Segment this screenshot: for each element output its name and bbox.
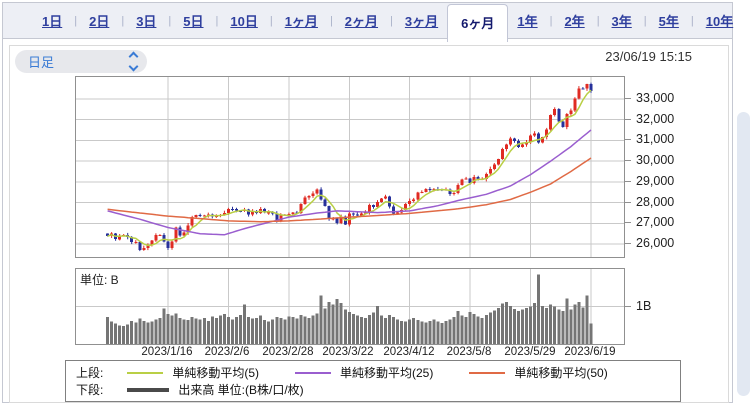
tab-separator: | xyxy=(168,14,172,27)
ma5-swatch xyxy=(127,371,164,374)
tab-3y[interactable]: 3年 xyxy=(611,14,632,29)
price-axis-label: 33,000 xyxy=(625,91,674,105)
tab-separator: | xyxy=(549,14,553,27)
tab-separator: | xyxy=(269,14,273,27)
legend-lower-label: 下段: xyxy=(76,383,104,397)
legend-volume-label: 出来高 単位:(B株/口/枚) xyxy=(178,383,304,397)
price-axis-label: 26,000 xyxy=(625,236,674,250)
select-updown-icon xyxy=(128,51,139,72)
tab-10d[interactable]: 10日 xyxy=(230,14,258,29)
date-axis-label: 2023/5/8 xyxy=(446,346,492,358)
tab-separator: | xyxy=(215,14,219,27)
tab-3m[interactable]: 3ヶ月 xyxy=(404,14,439,29)
legend-item-ma50: 単純移動平均(50) xyxy=(469,364,608,381)
price-axis-label: 28,000 xyxy=(625,195,674,209)
tab-separator: | xyxy=(596,14,600,27)
date-axis-label: 2023/4/12 xyxy=(383,346,435,358)
price-axis-label: 29,000 xyxy=(625,174,674,188)
interval-select[interactable]: 日足 xyxy=(15,50,147,73)
date-axis-label: 2023/2/6 xyxy=(204,346,250,358)
date-axis-label: 2023/1/16 xyxy=(141,346,193,358)
date-axis-label: 2023/2/28 xyxy=(262,346,314,358)
volume-unit-label: 単位: B xyxy=(80,273,119,287)
tab-separator: | xyxy=(121,14,125,27)
tab-separator: | xyxy=(690,14,694,27)
page-scrollbar[interactable] xyxy=(737,112,750,396)
legend-ma-label: 単純移動平均(25) xyxy=(340,366,434,380)
legend-ma-label: 単純移動平均(5) xyxy=(172,366,260,380)
date-axis-label: 2023/3/22 xyxy=(322,346,374,358)
volume-swatch xyxy=(127,387,170,392)
volume-axis-label: 1B xyxy=(625,299,651,313)
tab-1d[interactable]: 1日 xyxy=(42,14,63,29)
tab-1m[interactable]: 1ヶ月 xyxy=(284,14,318,29)
legend-upper-label: 上段: xyxy=(76,366,104,380)
price-chart[interactable] xyxy=(75,76,625,258)
legend-item-volume: 出来高 単位:(B株/口/枚) xyxy=(127,381,304,398)
price-axis-label: 32,000 xyxy=(625,112,674,126)
tab-6m[interactable]: 6ヶ月 xyxy=(447,3,509,42)
ma50-swatch xyxy=(469,371,506,374)
ma25-swatch xyxy=(295,371,332,374)
interval-select-value: 日足 xyxy=(28,55,55,70)
tab-separator: | xyxy=(643,14,647,27)
stock-chart-widget: 1日 | 2日 | 3日 | 5日 | 10日 | 1ヶ月 | 2ヶ月 | 3ヶ月 6ヶ月 1年 | 2年 | 3年 | 5… xyxy=(2,2,733,403)
tab-bar: 1日 | 2日 | 3日 | 5日 | 10日 | 1ヶ月 | 2ヶ月 | 3ヶ月 6ヶ月 1年 | 2年 | 3年 | 5… xyxy=(3,3,733,42)
price-axis-label: 27,000 xyxy=(625,215,674,229)
legend-item-ma25: 単純移動平均(25) xyxy=(295,364,433,381)
chart-legend: 上段: 単純移動平均(5) 単純移動平均(25) 単純移動平均(50) 下段: 出来… xyxy=(65,360,681,402)
tab-2m[interactable]: 2ヶ月 xyxy=(344,14,379,29)
legend-upper-row: 上段: 単純移動平均(5) 単純移動平均(25) 単純移動平均(50) xyxy=(76,364,670,381)
legend-ma-label: 単純移動平均(50) xyxy=(514,366,608,380)
tab-separator: | xyxy=(390,14,393,27)
date-axis-label: 2023/5/29 xyxy=(504,346,556,358)
quote-timestamp: 23/06/19 15:15 xyxy=(605,49,692,64)
legend-lower-row: 下段: 出来高 単位:(B株/口/枚) xyxy=(76,381,670,398)
legend-item-ma5: 単純移動平均(5) xyxy=(127,364,259,381)
tab-2d[interactable]: 2日 xyxy=(89,14,110,29)
tab-10y[interactable]: 10年 xyxy=(705,14,734,29)
tab-2y[interactable]: 2年 xyxy=(564,14,585,29)
volume-chart[interactable] xyxy=(75,268,625,345)
price-axis-label: 30,000 xyxy=(625,153,674,167)
tab-5d[interactable]: 5日 xyxy=(183,14,204,29)
date-axis-label: 2023/6/19 xyxy=(564,346,616,358)
tab-5y[interactable]: 5年 xyxy=(658,14,679,29)
tab-3d[interactable]: 3日 xyxy=(136,14,157,29)
tab-separator: | xyxy=(74,14,78,27)
price-axis-label: 31,000 xyxy=(625,132,674,146)
tab-separator: | xyxy=(329,14,333,27)
tab-1y[interactable]: 1年 xyxy=(517,14,538,29)
